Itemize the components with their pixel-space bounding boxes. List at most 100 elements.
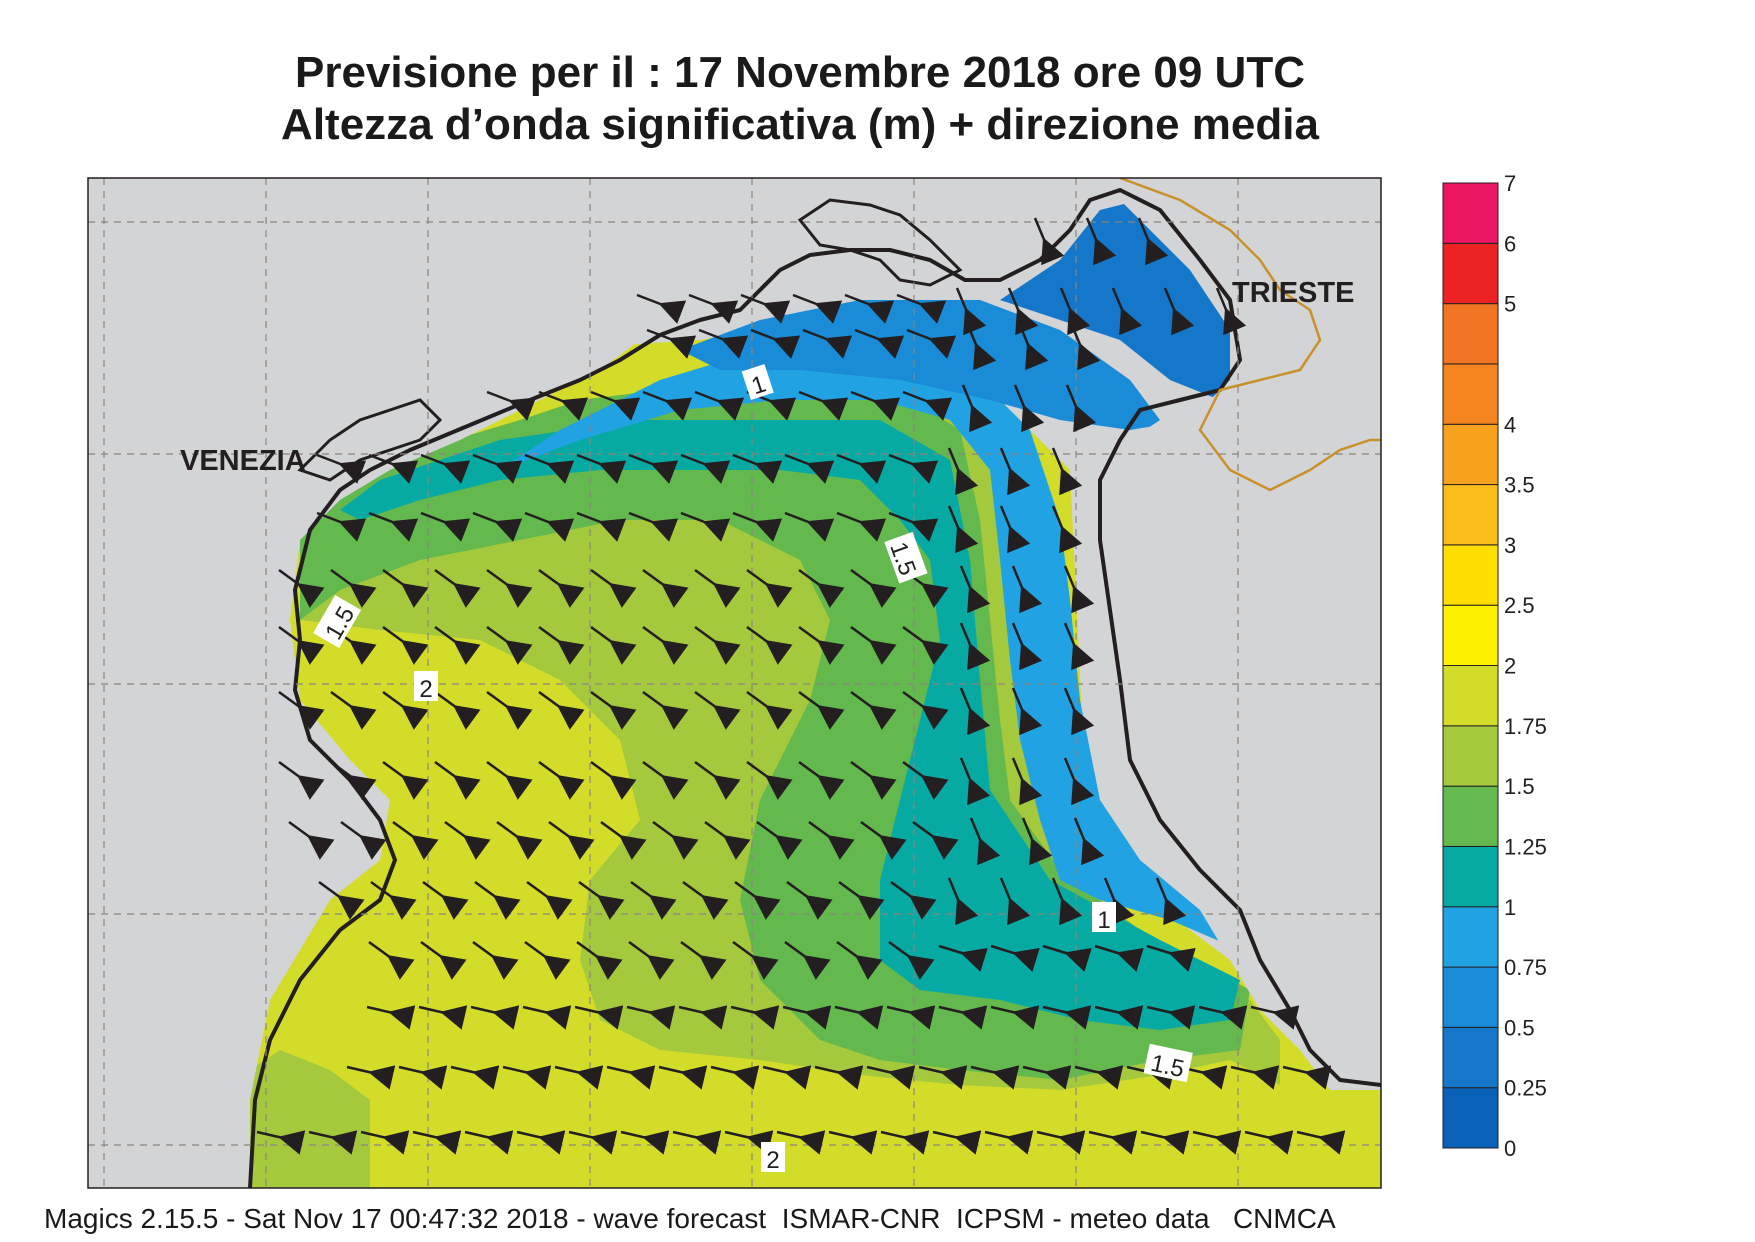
direction-arrow [746,760,793,800]
legend-label: 0 [1504,1136,1516,1161]
direction-arrow [802,328,853,359]
direction-arrow [308,1130,358,1155]
direction-arrow [866,1065,916,1090]
direction-arrow [850,625,897,665]
legend-label: 3 [1504,533,1516,558]
direction-arrow [750,328,801,359]
direction-arrow [590,760,637,800]
direction-arrow [694,568,741,608]
direction-arrow [1021,817,1053,866]
direction-arrow [1163,287,1195,336]
sea-zone-100 [340,420,1240,1030]
legend-swatch [1442,1087,1499,1149]
direction-arrow [642,390,693,421]
direction-arrow [316,511,367,542]
direction-arrow [756,820,803,860]
direction-arrow [1146,944,1196,972]
direction-arrow [434,625,481,665]
direction-arrow [590,690,637,730]
direction-arrow [642,760,689,800]
direction-arrow [746,690,793,730]
direction-arrow [999,447,1031,496]
direction-arrow [568,1130,618,1155]
direction-arrow [902,690,949,730]
direction-arrow [368,453,419,484]
direction-arrow [340,820,387,860]
direction-arrow [412,1130,462,1155]
direction-arrow [1042,1005,1092,1030]
place-label-trieste: TRIESTE [1232,277,1354,309]
italy-land-west [88,178,880,1188]
direction-arrow [850,568,897,608]
legend-swatch [1442,906,1499,968]
direction-arrow [784,511,835,542]
direction-arrow [959,687,991,736]
direction-arrow [1011,622,1043,671]
direction-arrow [368,511,419,542]
direction-arrow [902,625,949,665]
direction-arrow [734,880,781,920]
direction-arrow [694,390,745,421]
direction-arrow [620,1130,670,1155]
direction-arrow [999,505,1031,554]
direction-arrow [486,690,533,730]
legend-label: 1.75 [1504,714,1547,739]
legend-swatch [1442,484,1499,546]
direction-arrow [1198,1005,1248,1030]
direction-arrow [538,760,585,800]
direction-arrow [698,328,749,359]
direction-arrow [1230,1065,1280,1090]
direction-arrow [288,820,335,860]
slovenia-croatia-land [1060,178,1381,1090]
direction-arrow [496,820,543,860]
legend-swatch [1442,845,1499,908]
direction-arrow [798,568,845,608]
direction-arrow [382,568,429,608]
direction-arrow [330,760,377,800]
direction-arrow [422,880,469,920]
contour-label: 1 [1097,907,1110,934]
direction-arrow [1051,505,1083,554]
direction-arrow [382,690,429,730]
direction-arrow [798,760,845,800]
direction-arrow [694,760,741,800]
direction-arrow [782,1005,832,1030]
legend-swatch [1442,303,1499,365]
direction-arrow [836,453,887,484]
direction-arrow [814,1065,864,1090]
direction-arrow [652,820,699,860]
direction-arrow [959,757,991,806]
direction-arrow [524,940,571,980]
direction-arrow [420,453,471,484]
legend-colorbar: 0 0.25 0.5 0.75 1 1.25 1.5 1.75 2 2.5 3 3.5 4 5 6 7 [1442,171,1547,1161]
direction-arrow [642,690,689,730]
direction-arrow [1137,217,1169,266]
direction-arrow [278,760,325,800]
direction-arrow [278,690,325,730]
direction-arrow [590,568,637,608]
direction-arrow [1296,1130,1346,1155]
direction-arrow [961,384,993,433]
legend-label: 0.5 [1504,1015,1535,1040]
map-subtitle: Altezza d’onda significativa (m) + direz… [281,100,1319,149]
direction-arrow [1282,1065,1332,1090]
direction-arrow [724,1130,774,1155]
direction-arrow [850,760,897,800]
direction-arrow [1017,322,1049,371]
direction-arrow [680,511,731,542]
direction-arrow [370,880,417,920]
direction-arrow [464,1130,514,1155]
direction-arrow [590,390,641,421]
direction-arrow [798,690,845,730]
direction-arrow [888,511,939,542]
direction-arrow [1036,1130,1086,1155]
legend-swatch [1442,1026,1499,1089]
direction-arrow [732,511,783,542]
direction-arrow [1155,877,1187,926]
direction-arrow [600,820,647,860]
direction-arrow [784,940,831,980]
direction-arrow [574,1005,624,1030]
direction-arrow [1042,944,1092,972]
direction-arrow [658,1065,708,1090]
direction-arrow [1074,1065,1124,1090]
